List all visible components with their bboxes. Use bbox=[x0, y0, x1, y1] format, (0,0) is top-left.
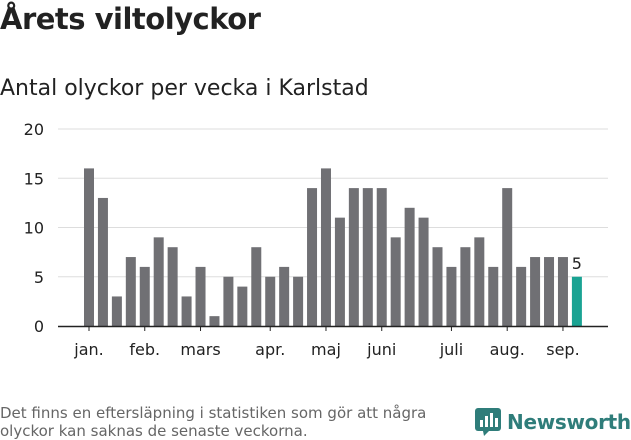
bar bbox=[265, 276, 276, 326]
bar-chart: 0 5 10 15 20 5 jan. feb. mars apr. maj juni juli aug.… bbox=[24, 120, 608, 359]
bar bbox=[237, 286, 248, 326]
bar bbox=[209, 316, 220, 326]
bar bbox=[390, 237, 401, 326]
x-tick-label: feb. bbox=[129, 340, 160, 359]
y-tick-label: 0 bbox=[34, 317, 44, 336]
bar bbox=[488, 266, 499, 326]
bar bbox=[418, 217, 429, 326]
bar bbox=[307, 188, 318, 326]
bar bbox=[474, 237, 485, 326]
bar bbox=[530, 257, 541, 326]
bar bbox=[181, 296, 192, 326]
x-tick-label: juni bbox=[366, 340, 396, 359]
brand-name: Newsworthy bbox=[507, 410, 631, 434]
bar bbox=[293, 276, 304, 326]
x-tick-label: jan. bbox=[73, 340, 103, 359]
bar bbox=[320, 168, 331, 326]
bar bbox=[111, 296, 122, 326]
bar bbox=[376, 188, 387, 326]
bar bbox=[223, 276, 234, 326]
x-tick-label: maj bbox=[311, 340, 341, 359]
bar bbox=[279, 266, 290, 326]
bar bbox=[97, 197, 108, 326]
bar bbox=[153, 237, 164, 326]
y-tick-label: 20 bbox=[24, 120, 44, 139]
bar bbox=[125, 257, 136, 326]
bar bbox=[516, 266, 527, 326]
bar bbox=[557, 257, 568, 326]
brand: Newsworthy bbox=[475, 408, 631, 436]
bar bbox=[432, 247, 443, 326]
bar bbox=[348, 188, 359, 326]
bar bbox=[195, 266, 206, 326]
bar bbox=[84, 168, 94, 326]
bar bbox=[362, 188, 373, 326]
bar bbox=[139, 266, 150, 326]
bar bbox=[446, 266, 457, 326]
bar-highlight bbox=[571, 276, 582, 326]
bar bbox=[404, 207, 415, 326]
data-label: 5 bbox=[572, 254, 582, 273]
bar bbox=[460, 247, 471, 326]
bar bbox=[502, 188, 513, 326]
newsworthy-logo-icon bbox=[475, 408, 501, 436]
bar bbox=[251, 247, 262, 326]
x-tick-label: juli bbox=[439, 340, 463, 359]
x-tick-label: apr. bbox=[255, 340, 285, 359]
chart-title: Årets viltolyckor bbox=[0, 2, 261, 36]
x-tick-label: aug. bbox=[490, 340, 525, 359]
bar bbox=[334, 217, 345, 326]
bar bbox=[544, 257, 555, 326]
chart-subtitle: Antal olyckor per vecka i Karlstad bbox=[0, 76, 369, 101]
x-tick-label: sep. bbox=[546, 340, 579, 359]
y-tick-label: 10 bbox=[24, 219, 44, 238]
y-tick-label: 15 bbox=[24, 169, 44, 188]
bar bbox=[167, 247, 178, 326]
x-tick-label: mars bbox=[180, 340, 220, 359]
footnote: Det finns en eftersläpning i statistiken… bbox=[0, 404, 427, 440]
y-tick-label: 5 bbox=[34, 268, 44, 287]
